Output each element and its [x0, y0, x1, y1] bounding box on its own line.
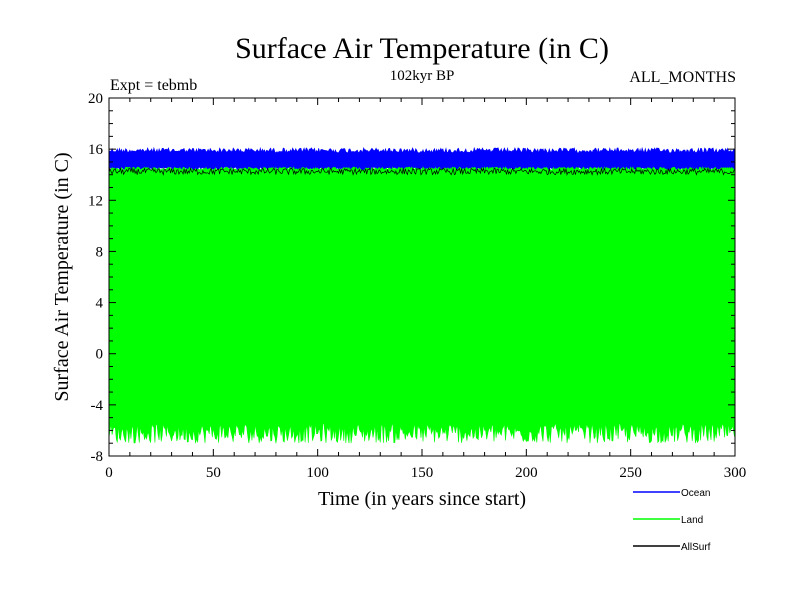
y-tick-label: 16 [88, 142, 104, 158]
x-axis: 0 50 100 150 200 250 300 [105, 98, 746, 481]
y-tick-label: 20 [88, 91, 103, 107]
legend-label-land: Land [681, 515, 703, 526]
series-land-band [108, 166, 736, 444]
x-tick-label: 100 [306, 465, 329, 481]
experiment-label: Expt = tebmb [110, 77, 197, 94]
series-ocean-band [108, 146, 736, 172]
legend: Ocean Land AllSurf [633, 488, 711, 553]
x-tick-label: 250 [619, 465, 642, 481]
x-tick-label: 150 [411, 465, 434, 481]
y-tick-label: 4 [96, 296, 104, 312]
y-tick-label: -8 [91, 449, 104, 465]
legend-label-allsurf: AllSurf [681, 542, 711, 553]
chart-title: Surface Air Temperature (in C) [235, 32, 609, 65]
chart-subtitle: 102kyr BP [390, 68, 455, 84]
legend-label-ocean: Ocean [681, 488, 710, 499]
y-tick-label: 8 [96, 244, 104, 260]
x-tick-label: 50 [206, 465, 221, 481]
y-axis: -8 -4 0 4 8 12 16 20 [88, 91, 735, 465]
x-tick-label: 300 [724, 465, 747, 481]
x-axis-label: Time (in years since start) [318, 488, 526, 510]
y-axis-label: Surface Air Temperature (in C) [51, 152, 73, 401]
plot-series [108, 146, 736, 444]
x-tick-label: 200 [515, 465, 538, 481]
y-tick-label: 12 [88, 193, 103, 209]
series-allsurf-line [108, 167, 736, 176]
period-label: ALL_MONTHS [629, 69, 736, 86]
y-tick-label: -4 [91, 398, 104, 414]
y-tick-label: 0 [96, 347, 104, 363]
x-tick-label: 0 [105, 465, 113, 481]
